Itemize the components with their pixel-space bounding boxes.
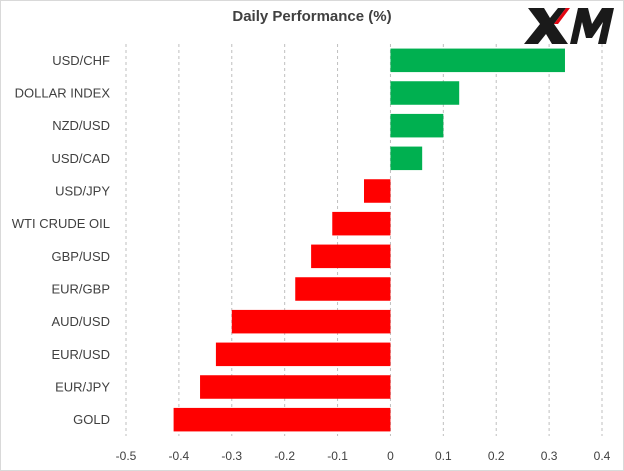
category-label: USD/JPY [55, 184, 110, 199]
x-tick-label: 0.1 [435, 449, 452, 463]
bar [200, 375, 391, 399]
x-tick-label: 0.2 [488, 449, 505, 463]
x-tick-label: -0.5 [116, 449, 137, 463]
category-label: DOLLAR INDEX [15, 86, 111, 101]
bar [390, 146, 423, 171]
category-label: EUR/GBP [51, 282, 110, 297]
x-tick-label: -0.4 [169, 449, 190, 463]
bar [390, 113, 444, 138]
bar [311, 244, 391, 269]
x-tick-label: -0.3 [221, 449, 242, 463]
xm-logo [524, 8, 614, 44]
category-label: AUD/USD [51, 314, 110, 329]
bar [390, 81, 460, 105]
category-label: USD/CHF [52, 53, 110, 68]
x-tick-label: 0.4 [594, 449, 611, 463]
bar [364, 179, 391, 203]
bar [390, 48, 565, 73]
x-tick-label: 0.3 [541, 449, 558, 463]
bar [173, 407, 391, 432]
bar [215, 342, 391, 367]
category-label: USD/CAD [51, 151, 110, 166]
bar [231, 309, 391, 334]
category-label: GOLD [73, 412, 110, 427]
category-label: EUR/USD [51, 347, 110, 362]
x-tick-label: 0 [387, 449, 394, 463]
bar [332, 211, 391, 236]
x-tick-label: -0.1 [327, 449, 348, 463]
chart-title: Daily Performance (%) [232, 8, 392, 25]
category-label: NZD/USD [52, 118, 110, 133]
category-label: EUR/JPY [55, 380, 110, 395]
category-label: WTI CRUDE OIL [12, 216, 110, 231]
bar [295, 277, 391, 301]
x-tick-label: -0.2 [274, 449, 295, 463]
category-label: GBP/USD [51, 249, 110, 264]
